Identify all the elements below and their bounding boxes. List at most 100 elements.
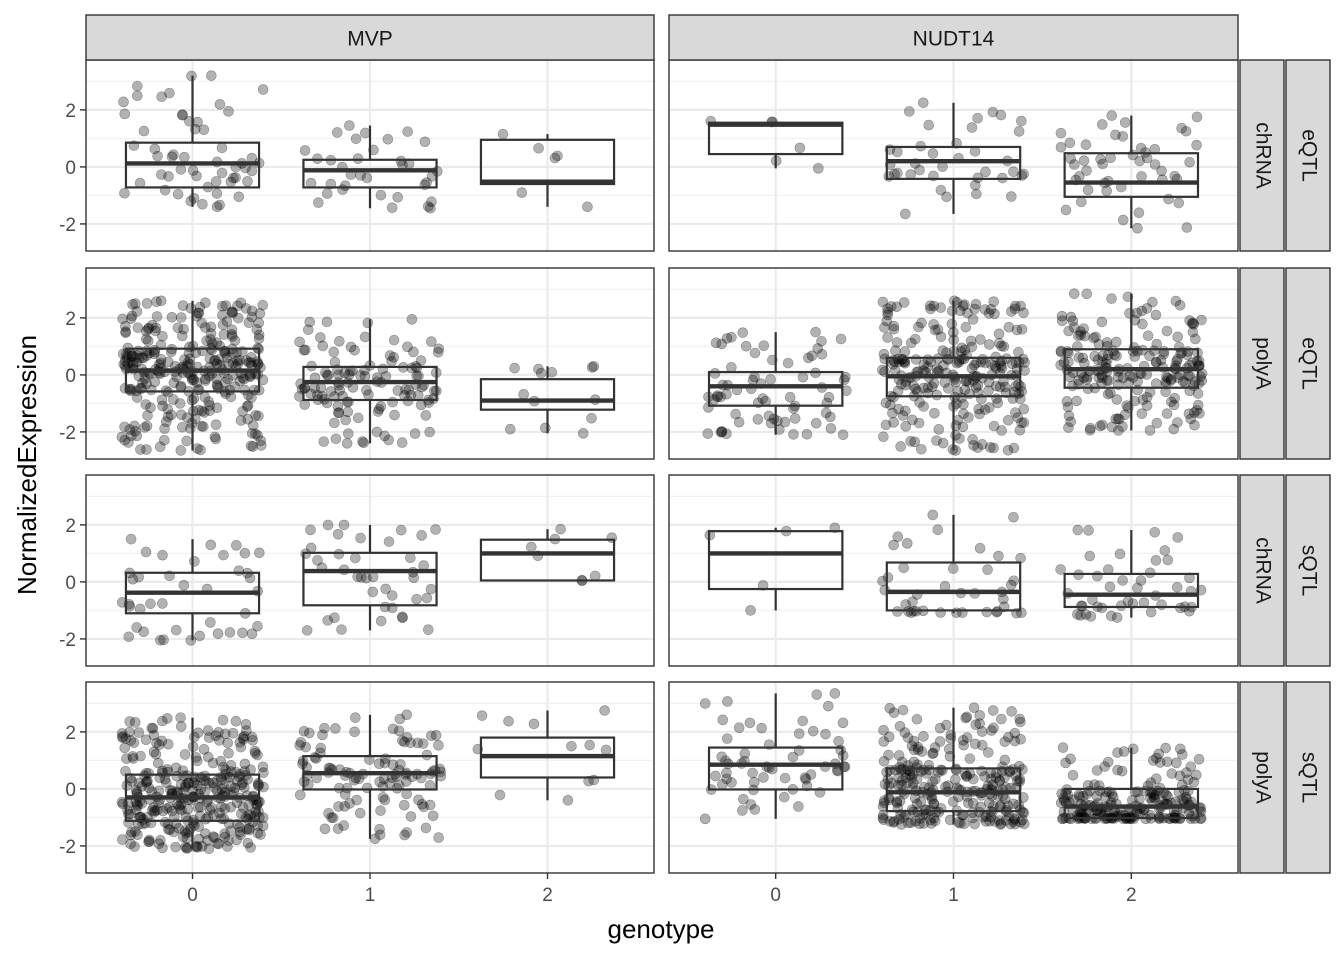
data-point (1161, 371, 1172, 382)
data-point (136, 781, 148, 792)
data-point (956, 353, 968, 365)
data-point (1180, 125, 1192, 137)
data-point (393, 725, 405, 737)
data-point (1111, 394, 1123, 405)
data-point (1065, 416, 1077, 428)
data-point (1132, 222, 1143, 234)
data-point (1072, 524, 1084, 536)
data-point (1165, 373, 1177, 385)
data-point (883, 780, 894, 792)
data-point (140, 767, 152, 779)
data-point (151, 311, 163, 322)
data-point (358, 437, 369, 449)
data-point (225, 176, 237, 188)
data-point (991, 606, 1002, 618)
data-point (397, 611, 408, 623)
data-point (413, 370, 424, 382)
data-point (1162, 372, 1174, 384)
data-point (149, 143, 161, 155)
data-point (894, 721, 906, 732)
data-point (897, 410, 909, 421)
y-tick-label: 0 (65, 780, 76, 801)
data-point (932, 324, 944, 335)
data-point (179, 825, 191, 837)
data-point (1116, 765, 1128, 777)
data-point (961, 732, 973, 743)
data-point (1012, 412, 1024, 423)
data-point (373, 403, 385, 415)
data-point (163, 171, 174, 182)
data-point (161, 803, 173, 814)
data-point (333, 407, 345, 418)
data-point (540, 422, 551, 434)
data-point (716, 426, 728, 437)
data-point (1107, 791, 1119, 803)
data-point (382, 134, 394, 145)
data-point (1102, 388, 1114, 400)
data-point (251, 324, 263, 335)
data-point (124, 726, 135, 738)
data-point (228, 172, 239, 184)
data-point (181, 435, 193, 447)
data-point (246, 392, 257, 403)
data-point (227, 357, 239, 369)
data-point (194, 630, 205, 642)
data-point (935, 607, 946, 618)
data-point (124, 716, 136, 727)
data-point (986, 359, 997, 370)
data-point (934, 736, 946, 747)
data-point (125, 313, 137, 324)
data-point (131, 430, 143, 442)
data-point (419, 136, 431, 148)
data-point (193, 821, 205, 832)
data-point (1072, 609, 1083, 620)
data-point (967, 797, 979, 809)
data-point (192, 841, 204, 853)
data-point (225, 801, 237, 813)
data-point (372, 406, 384, 417)
data-point (397, 612, 408, 624)
data-point (1166, 396, 1177, 408)
data-point (151, 296, 162, 307)
data-point (384, 350, 396, 361)
data-point (420, 410, 432, 421)
data-point (970, 382, 982, 393)
data-point (1150, 356, 1162, 368)
data-point (191, 377, 203, 388)
data-point (1085, 611, 1097, 622)
facet-label-row-inner: polyA (1251, 337, 1274, 390)
data-point (994, 775, 1005, 786)
data-point (392, 385, 404, 396)
data-point (825, 423, 837, 434)
data-point (737, 805, 748, 816)
data-point (1185, 761, 1197, 772)
data-point (254, 547, 265, 559)
data-point (177, 300, 189, 311)
data-point (994, 381, 1006, 393)
data-point (969, 303, 981, 315)
data-point (332, 823, 344, 834)
data-point (881, 315, 893, 327)
data-point (1172, 372, 1184, 383)
data-point (716, 426, 728, 438)
data-point (240, 303, 252, 314)
data-point (433, 343, 445, 355)
data-point (160, 777, 172, 789)
data-point (878, 755, 890, 767)
data-point (361, 172, 373, 184)
boxplot-genotype-2 (1063, 115, 1200, 229)
data-point (1156, 599, 1167, 610)
data-point (1002, 414, 1014, 426)
data-point (195, 783, 207, 795)
panel-MVP-row0 (85, 59, 655, 252)
data-point (1016, 607, 1027, 619)
data-point (901, 538, 913, 549)
data-point (305, 524, 316, 536)
data-point (313, 197, 324, 208)
data-point (146, 722, 158, 734)
data-point (1184, 156, 1195, 168)
data-point (181, 827, 192, 839)
data-point (1186, 810, 1197, 822)
data-point (1055, 141, 1067, 153)
